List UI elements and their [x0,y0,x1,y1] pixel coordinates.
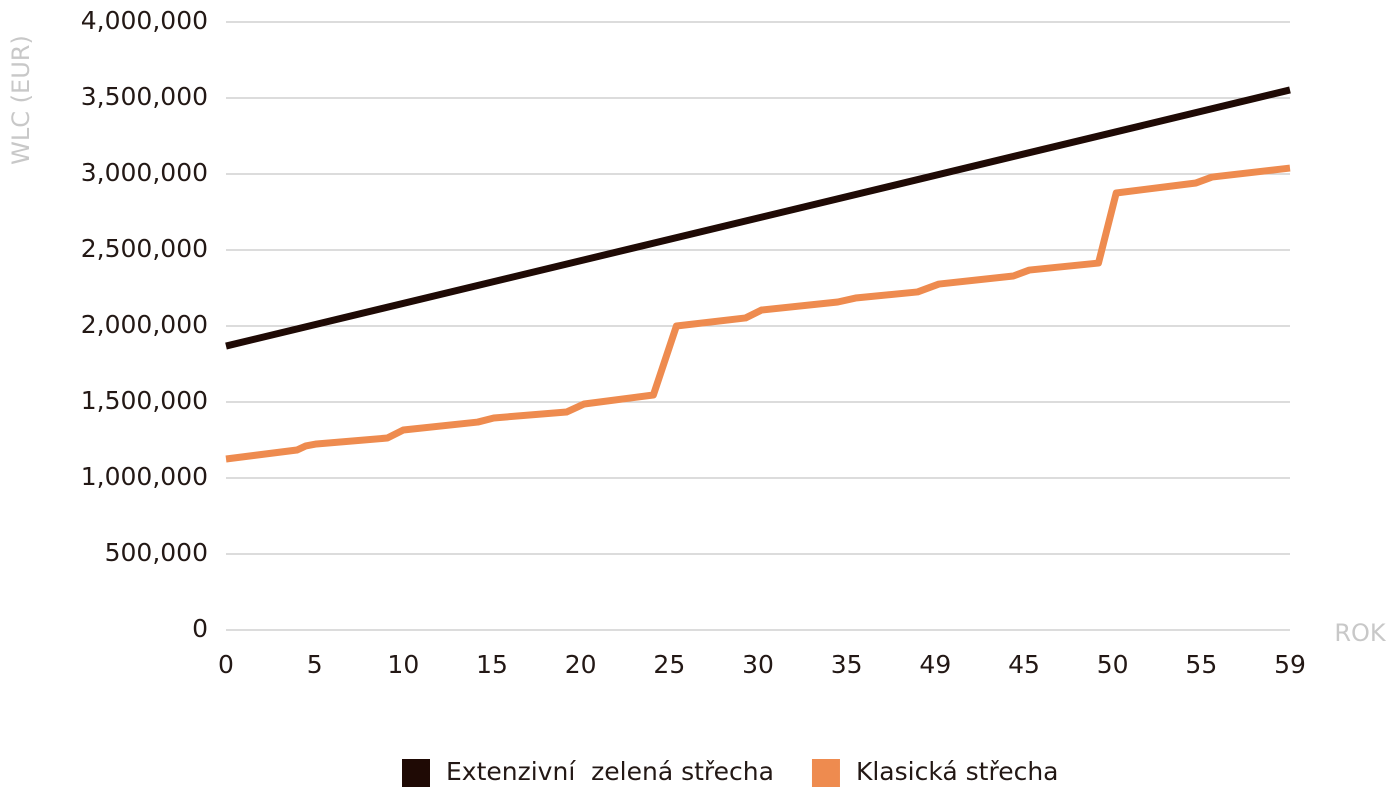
y-tick-label: 3,000,000 [81,158,208,187]
legend-swatch [402,759,430,787]
y-tick-label: 3,500,000 [81,82,208,111]
x-tick-label: 55 [1185,650,1217,679]
y-tick-label: 0 [192,614,208,643]
y-tick-label: 1,000,000 [81,462,208,491]
y-axis-title: WLC (EUR) [7,35,35,165]
x-tick-label: 10 [387,650,419,679]
x-axis-title: ROK [1334,619,1387,647]
x-tick-label: 49 [919,650,951,679]
x-tick-label: 30 [742,650,774,679]
x-tick-label: 50 [1097,650,1129,679]
x-tick-label: 15 [476,650,508,679]
y-tick-label: 500,000 [105,538,208,567]
x-tick-label: 0 [218,650,234,679]
x-tick-label: 20 [565,650,597,679]
x-tick-label: 59 [1274,650,1306,679]
legend-label: Klasická střecha [856,757,1059,786]
line-series [225,164,1291,463]
y-tick-label: 2,500,000 [81,234,208,263]
x-tick-label: 25 [653,650,685,679]
line-series [225,86,1291,350]
x-tick-label: 35 [831,650,863,679]
y-tick-label: 2,000,000 [81,310,208,339]
x-tick-label: 45 [1008,650,1040,679]
y-tick-label: 1,500,000 [81,386,208,415]
legend-swatch [811,759,840,787]
x-tick-label: 5 [307,650,323,679]
legend-label: Extenzivní zelená střecha [446,757,774,786]
y-tick-label: 4,000,000 [81,6,208,35]
